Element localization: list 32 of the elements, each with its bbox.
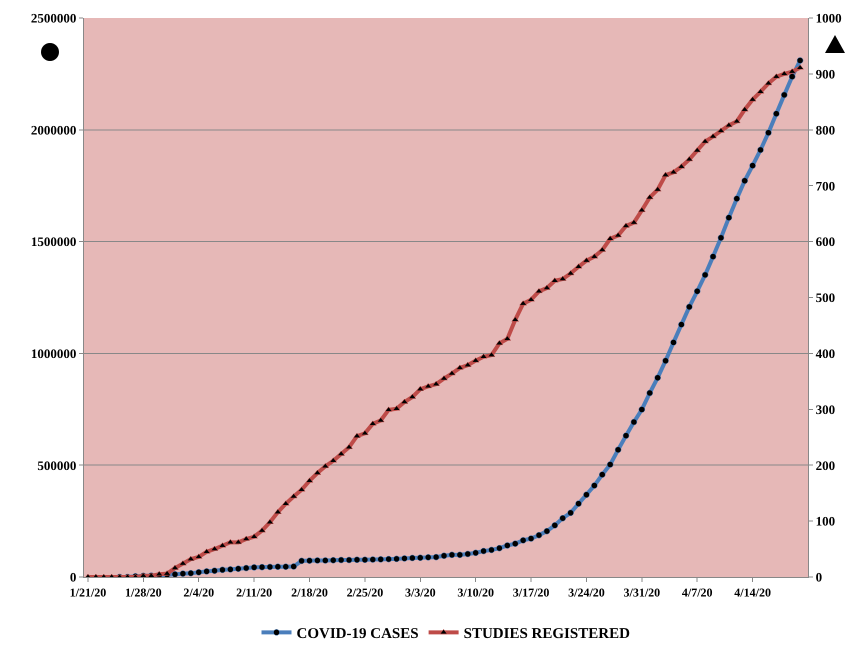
y-tick-label: 2500000 <box>30 10 76 26</box>
y2-tick-label: 0 <box>816 570 822 585</box>
y2-tick-label: 500 <box>816 290 836 306</box>
y2-tick-label: 700 <box>816 178 836 194</box>
y2-tick-label: 600 <box>816 234 836 250</box>
y2-tick-label: 200 <box>816 458 836 473</box>
y-tick-label: 2000000 <box>30 122 76 138</box>
y2-tick-label: 900 <box>816 66 836 82</box>
x-tick-label: 2/4/20 <box>183 585 214 600</box>
x-tick-label: 3/10/20 <box>457 585 494 600</box>
y2-tick-label: 1000 <box>816 10 842 26</box>
y2-tick-label: 100 <box>816 514 836 529</box>
x-tick-label: 4/7/20 <box>682 585 713 600</box>
x-tick-label: 4/14/20 <box>734 585 771 600</box>
y-tick-label: 1000000 <box>30 346 76 361</box>
y-tick-label: 1500000 <box>30 234 76 250</box>
y-tick-label: 0 <box>70 570 76 585</box>
x-tick-label: 1/28/20 <box>125 585 162 600</box>
x-tick-label: 2/18/20 <box>291 585 328 600</box>
legend-label: STUDIES REGISTERED <box>464 626 630 642</box>
y2-tick-label: 800 <box>816 122 836 138</box>
y2-tick-label: 300 <box>816 402 836 417</box>
x-tick-label: 3/24/20 <box>568 585 605 600</box>
legend-label: COVID-19 CASES <box>296 626 419 642</box>
x-tick-label: 2/11/20 <box>236 585 272 600</box>
y-tick-label: 500000 <box>37 458 76 473</box>
x-tick-label: 3/31/20 <box>624 585 660 600</box>
x-tick-label: 2/25/20 <box>346 585 384 600</box>
y2-tick-label: 400 <box>816 346 836 361</box>
x-tick-label: 1/21/20 <box>70 585 106 600</box>
x-tick-label: 3/17/20 <box>512 585 550 600</box>
x-tick-label: 3/3/20 <box>404 585 436 600</box>
